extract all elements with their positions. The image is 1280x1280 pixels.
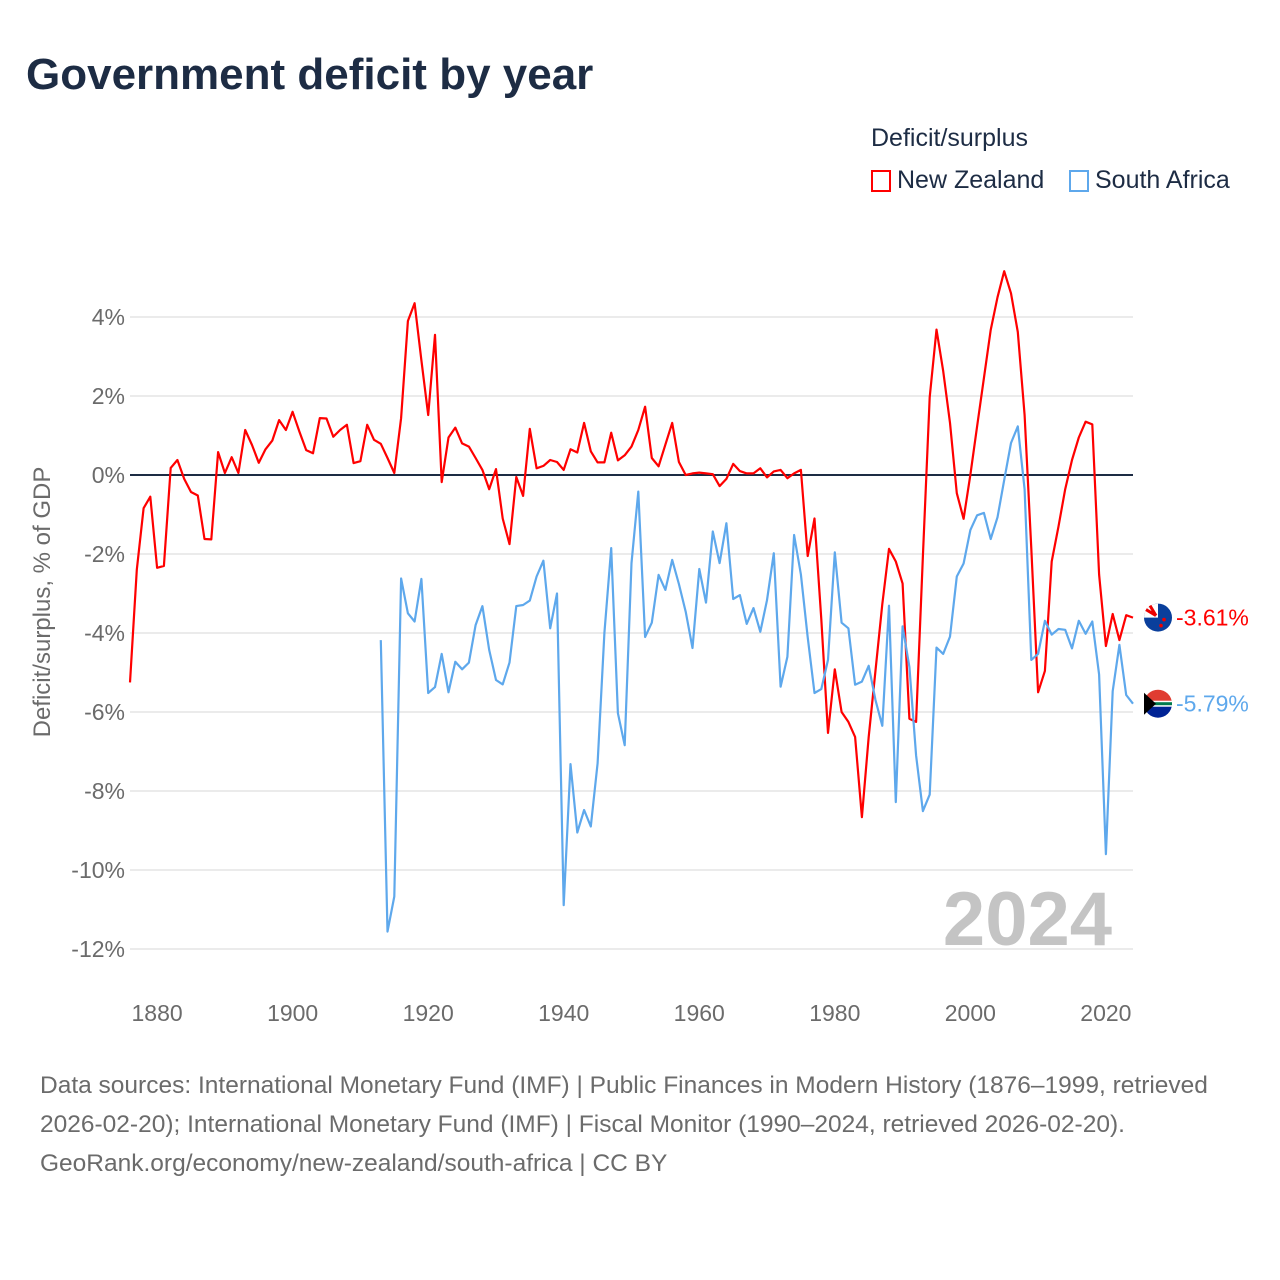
flag-cross bbox=[1145, 604, 1158, 617]
footer: Data sources: International Monetary Fun… bbox=[40, 1066, 1250, 1183]
legend-label-south-africa: South Africa bbox=[1095, 166, 1230, 194]
x-tick-label: 1900 bbox=[267, 1000, 318, 1026]
credit-link[interactable]: GeoRank.org/economy/new-zealand/south-af… bbox=[40, 1150, 668, 1177]
legend-title: Deficit/surplus bbox=[871, 124, 1028, 152]
series-line-new-zealand bbox=[128, 270, 1134, 819]
flag-green-band bbox=[1144, 702, 1172, 706]
series-line-south-africa bbox=[379, 425, 1134, 933]
chart-title: Government deficit by year bbox=[26, 50, 594, 99]
x-tick-label: 1920 bbox=[403, 1000, 454, 1026]
x-tick-label: 1880 bbox=[132, 1000, 183, 1026]
flag-icon-new-zealand bbox=[1144, 603, 1172, 632]
x-tick-label: 1980 bbox=[809, 1000, 860, 1026]
y-tick-label: -10% bbox=[71, 857, 125, 883]
legend-item-south-africa[interactable]: South Africa bbox=[1069, 166, 1230, 195]
x-tick-label: 1960 bbox=[674, 1000, 725, 1026]
x-tick-label: 1940 bbox=[538, 1000, 589, 1026]
flag-star bbox=[1162, 617, 1166, 622]
data-sources: Data sources: International Monetary Fun… bbox=[40, 1072, 1208, 1138]
legend-label-new-zealand: New Zealand bbox=[897, 166, 1045, 194]
y-tick-label: 4% bbox=[92, 304, 125, 330]
line-chart: 4% 2% 0% -2% -4% -6% -8% -10% -12% 1880 1900 1920 19… bbox=[29, 270, 1249, 1026]
y-tick-label: -12% bbox=[71, 936, 125, 962]
legend-swatch-new-zealand bbox=[871, 169, 891, 192]
x-tick-label: 2020 bbox=[1080, 1000, 1131, 1026]
flag-triangle bbox=[1144, 692, 1156, 715]
flag-star bbox=[1159, 623, 1163, 628]
end-value-label-south-africa: -5.79% bbox=[1176, 691, 1249, 717]
y-axis-label: Deficit/surplus, % of GDP bbox=[29, 467, 56, 738]
y-tick-label: 2% bbox=[92, 383, 125, 409]
y-tick-label: -4% bbox=[84, 620, 125, 646]
y-tick-label: -8% bbox=[84, 778, 125, 804]
x-tick-label: 2000 bbox=[945, 1000, 996, 1026]
y-tick-label: 0% bbox=[92, 462, 125, 488]
end-value-label-new-zealand: -3.61% bbox=[1176, 605, 1249, 631]
legend-item-new-zealand[interactable]: New Zealand bbox=[871, 166, 1044, 195]
flag-icon-south-africa bbox=[1144, 689, 1172, 718]
legend-swatch-south-africa bbox=[1069, 169, 1089, 192]
current-year-label: 2024 bbox=[943, 877, 1112, 962]
y-tick-label: -6% bbox=[84, 699, 125, 725]
y-tick-label: -2% bbox=[84, 541, 125, 567]
